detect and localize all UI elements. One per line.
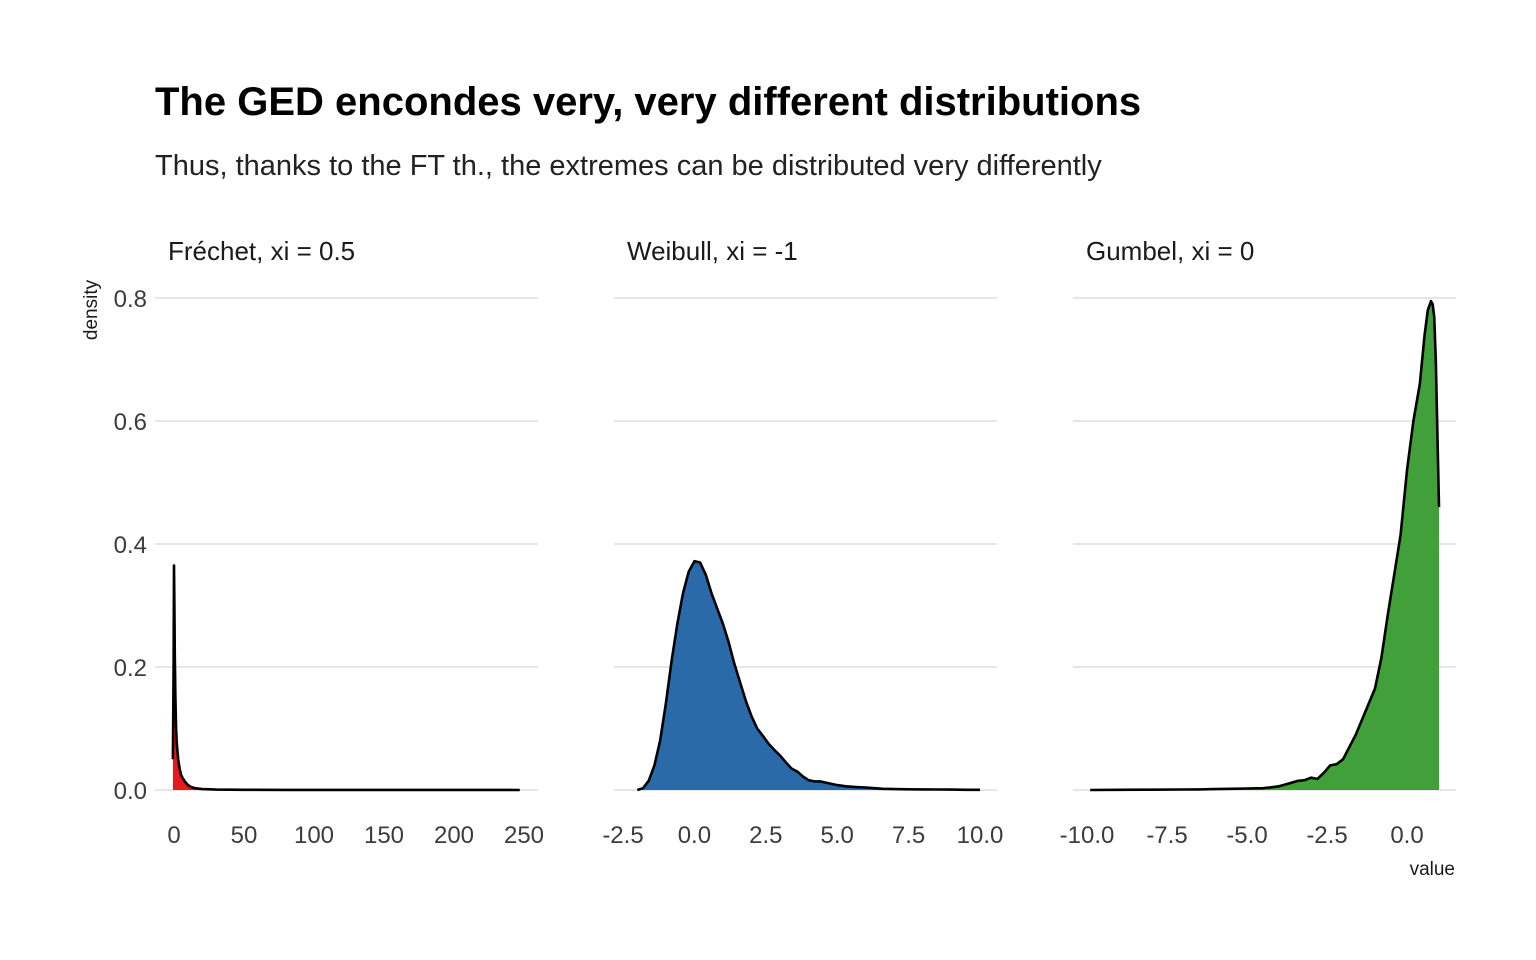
y-tick-label: 0.4 (114, 532, 147, 559)
y-tick-label: 0.2 (114, 655, 147, 682)
x-tick-label: -2.5 (602, 822, 643, 849)
y-axis-ticks: 0.0 0.2 0.4 0.6 0.8 (114, 286, 147, 805)
x-tick-label: 50 (231, 822, 258, 849)
x-tick-label: 0.0 (678, 822, 711, 849)
y-tick-label: 0.6 (114, 409, 147, 436)
density-area (637, 561, 980, 790)
x-tick-label: -5.0 (1226, 822, 1267, 849)
x-tick-label: -10.0 (1060, 822, 1115, 849)
x-tick-label: 5.0 (821, 822, 854, 849)
facet-frechet: Fréchet, xi = 0.5 0 50 100 150 200 250 (155, 236, 544, 849)
y-tick-label: 0.8 (114, 286, 147, 313)
y-tick-label: 0.0 (114, 778, 147, 805)
density-line (1090, 299, 1441, 792)
x-tick-label: 150 (364, 822, 404, 849)
x-tick-label: -2.5 (1306, 822, 1347, 849)
x-tick-label: 2.5 (749, 822, 782, 849)
chart-title: The GED encondes very, very different di… (155, 80, 1141, 124)
density-line (636, 559, 980, 792)
x-tick-label: 100 (294, 822, 334, 849)
x-axis-label: value (1410, 859, 1455, 880)
y-axis-label: density (81, 279, 102, 340)
density-area (172, 565, 520, 790)
x-tick-label: 0 (167, 822, 180, 849)
x-tick-label: 10.0 (957, 822, 1004, 849)
x-tick-label: 0.0 (1390, 822, 1423, 849)
chart-subtitle: Thus, thanks to the FT th., the extremes… (155, 150, 1102, 182)
facet-weibull: Weibull, xi = -1 -2.5 0.0 2.5 5.0 7.5 10.0 (602, 236, 1003, 849)
x-tick-label: 7.5 (892, 822, 925, 849)
density-line (171, 564, 520, 792)
x-tick-label: 200 (434, 822, 474, 849)
x-tick-label: -7.5 (1146, 822, 1187, 849)
density-area (1090, 301, 1439, 790)
facet-title: Gumbel, xi = 0 (1086, 236, 1254, 266)
x-tick-label: 250 (504, 822, 544, 849)
facet-title: Weibull, xi = -1 (627, 236, 798, 266)
facet-gumbel: Gumbel, xi = 0 -10.0 -7.5 -5.0 -2.5 0.0 (1060, 236, 1456, 849)
facet-title: Fréchet, xi = 0.5 (168, 236, 355, 266)
